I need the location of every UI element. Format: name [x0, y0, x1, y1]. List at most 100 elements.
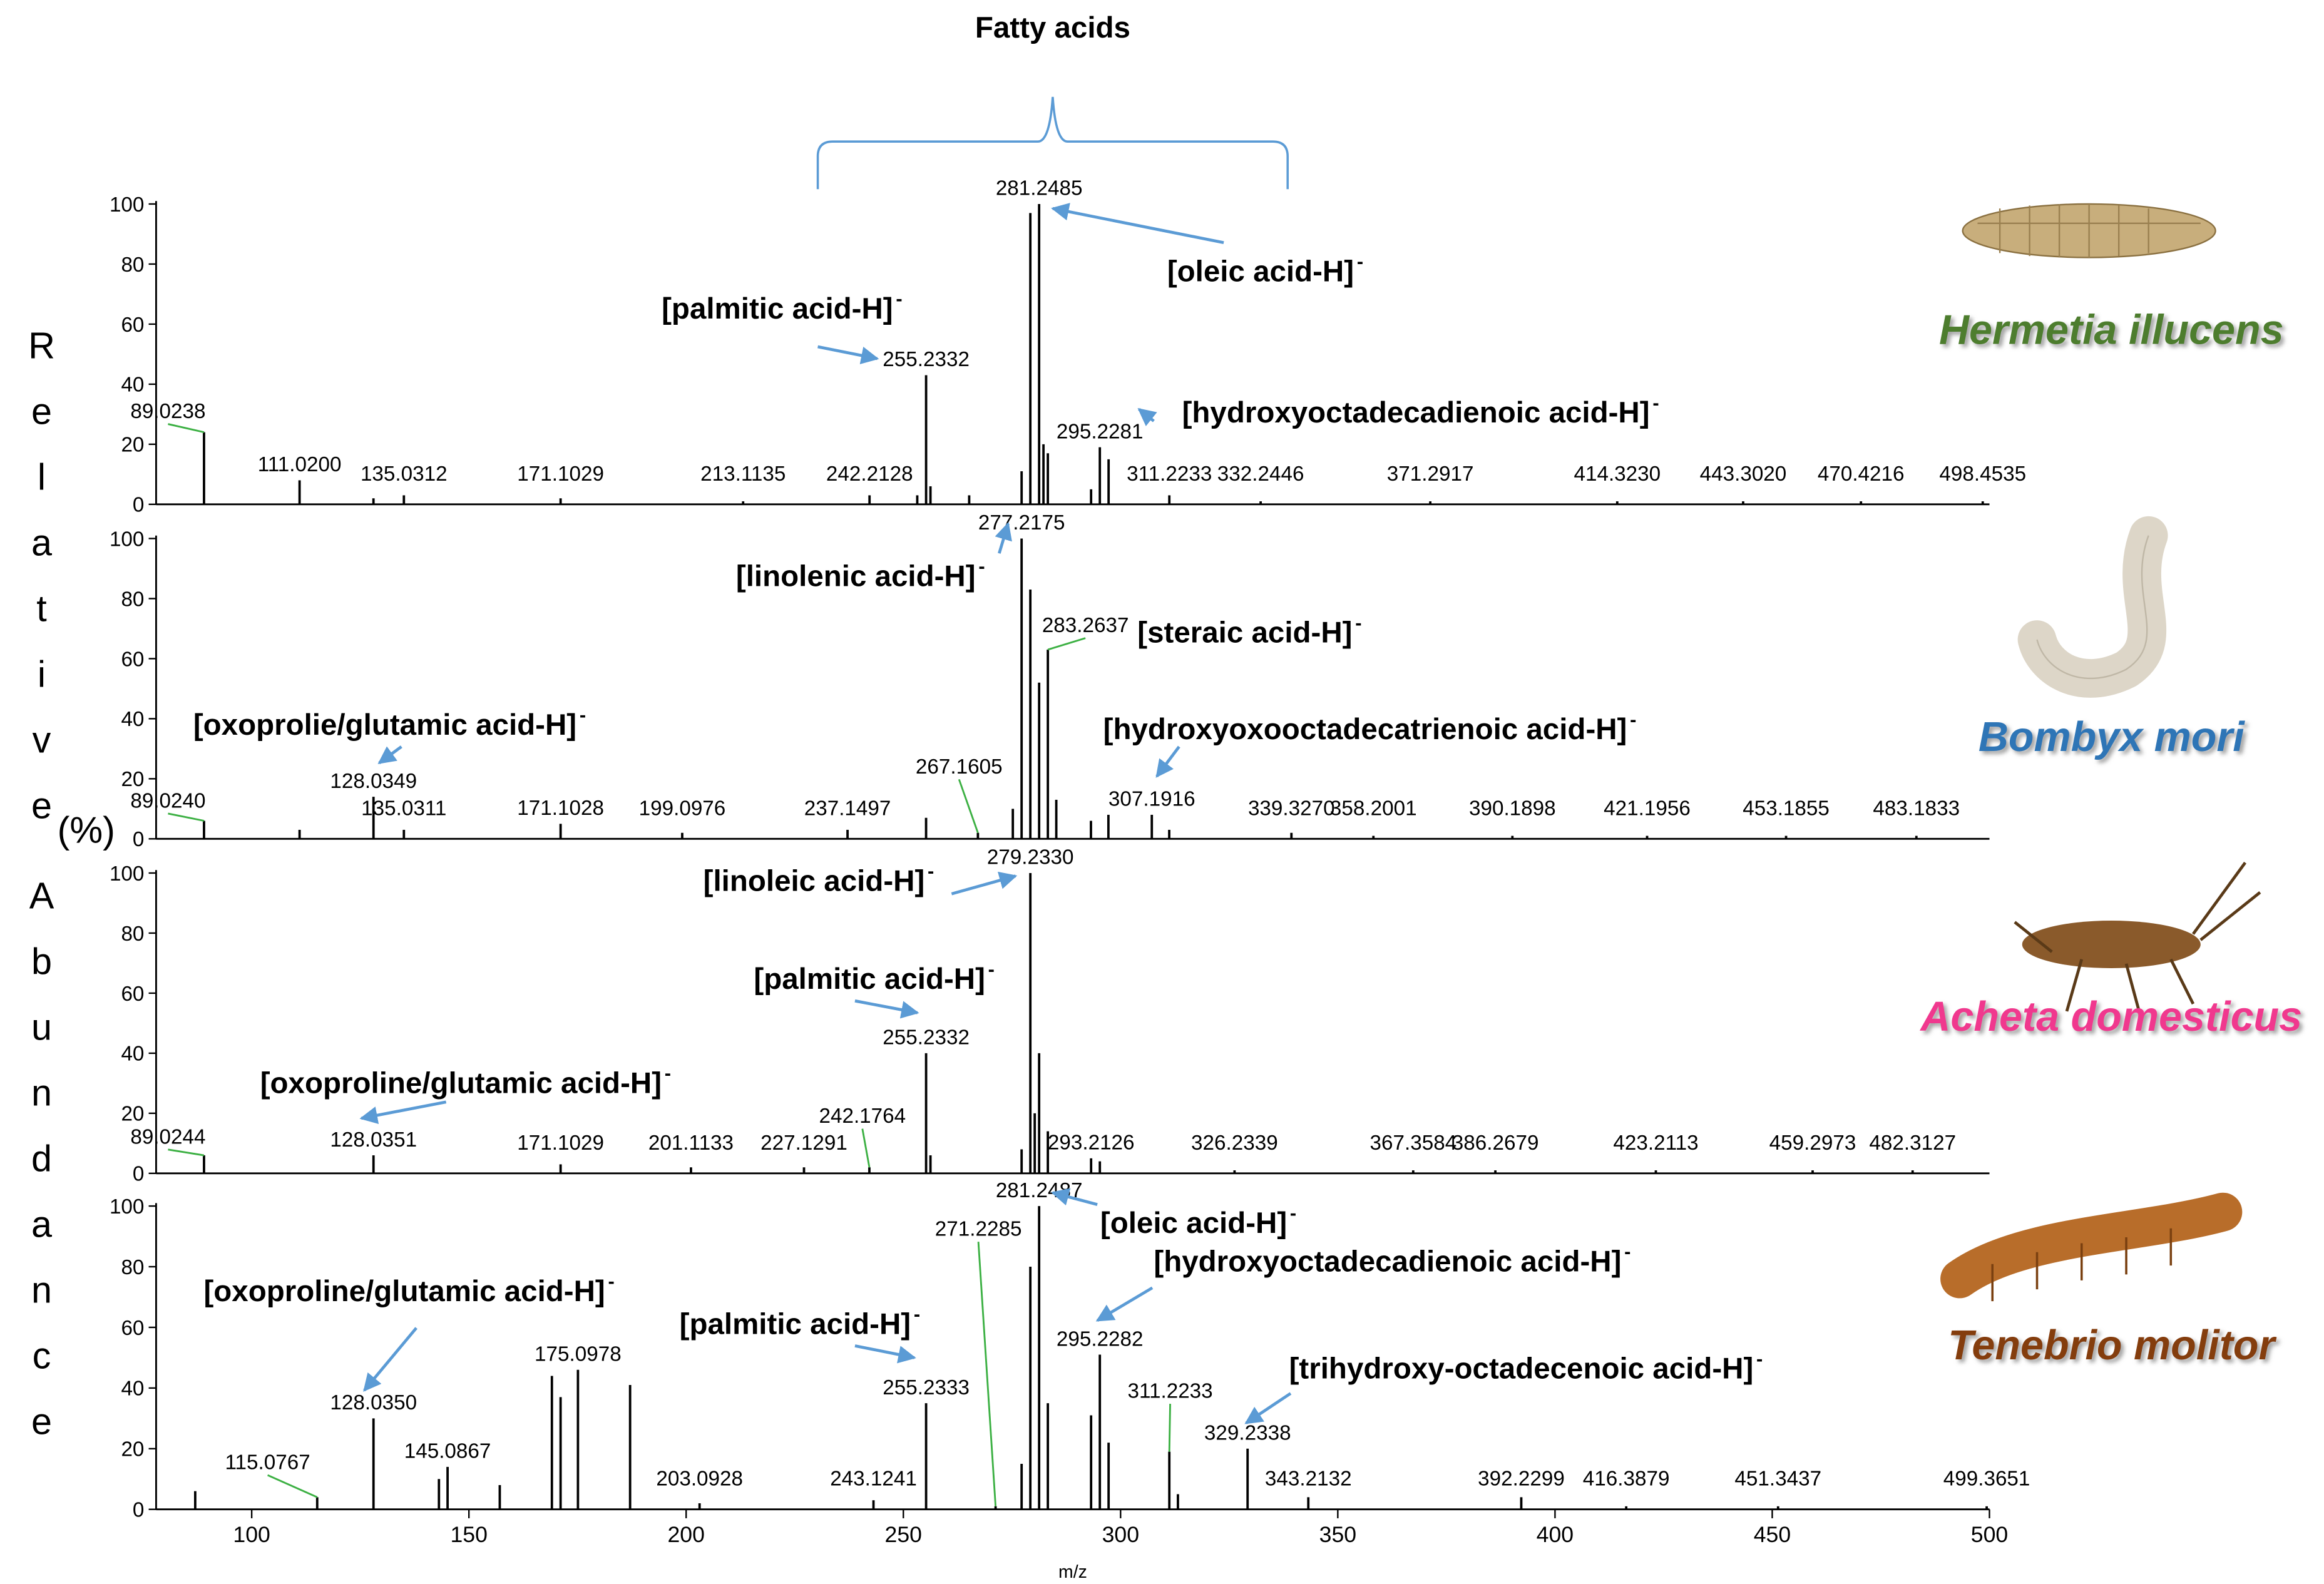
annotation: [oxoprolie/glutamic acid-H]: [193, 708, 576, 742]
species-name: Hermetia illucens: [1939, 307, 2284, 353]
y-tick-label: 60: [121, 314, 144, 337]
y-tick-label: 40: [121, 708, 144, 731]
annotation-arrow: [854, 1344, 916, 1364]
leader-line: [168, 1148, 205, 1157]
leader-line: [267, 1474, 318, 1498]
peak-label: 339.3270: [1248, 797, 1335, 820]
leader-line: [958, 779, 979, 834]
peak-label: 307.1916: [1108, 788, 1195, 811]
y-tick-label: 20: [121, 1438, 144, 1461]
peak-label: 371.2917: [1387, 462, 1474, 486]
annotation-charge: -: [928, 860, 934, 882]
peak-label: 482.3127: [1869, 1132, 1956, 1155]
peak-label: 237.1497: [804, 797, 891, 820]
peak-label: 311.2233: [1127, 462, 1212, 486]
annotation-charge: -: [988, 958, 995, 980]
annotation: [oleic acid-H]: [1100, 1207, 1287, 1240]
annotation-arrow: [995, 521, 1012, 554]
peak-label: 145.0867: [404, 1440, 491, 1463]
annotation-arrow: [854, 999, 919, 1019]
annotation-charge: -: [608, 1270, 614, 1292]
x-tick-label: 100: [233, 1522, 270, 1547]
peak-label: 470.4216: [1818, 462, 1905, 486]
peak-label: 498.4535: [1939, 462, 2026, 486]
annotation-arrow: [1095, 1286, 1154, 1322]
annotation: [linolenic acid-H]: [736, 560, 976, 593]
insect-tenebrio: [1940, 1192, 2243, 1302]
annotation-charge: -: [1357, 250, 1363, 272]
annotation-arrow: [817, 345, 879, 364]
y-axis-label: (%): [58, 809, 115, 851]
peak-label: 421.1956: [1604, 797, 1691, 820]
annotation: [palmitic acid-H]: [662, 292, 893, 325]
y-tick-label: 80: [121, 253, 144, 277]
annotation-charge: -: [914, 1303, 920, 1325]
peak-label: 201.1133: [648, 1132, 734, 1155]
insect-acheta: [2014, 861, 2261, 1019]
peak-label: 416.3879: [1583, 1468, 1670, 1491]
peak-label: 451.3437: [1734, 1468, 1821, 1491]
annotation-arrow: [951, 871, 1018, 896]
y-tick-label: 100: [110, 193, 144, 217]
annotation-arrow: [1137, 407, 1157, 426]
y-tick-label: 60: [121, 983, 144, 1006]
peak-label: 367.3584: [1370, 1132, 1457, 1155]
annotation: [palmitic acid-H]: [754, 963, 985, 996]
x-tick-label: 150: [450, 1522, 487, 1547]
leader-line: [168, 423, 205, 434]
y-tick-label: 80: [121, 922, 144, 946]
x-axis-label: m/z: [1058, 1562, 1087, 1582]
peak-label: 89.0244: [130, 1125, 205, 1148]
peak-label: 329.2338: [1204, 1422, 1291, 1445]
y-tick-label: 20: [121, 1103, 144, 1126]
y-tick-label: 40: [121, 1377, 144, 1401]
species-name: Acheta domesticus: [1919, 994, 2302, 1040]
figure-title: Fatty acids: [975, 11, 1130, 44]
peak-label: 295.2281: [1057, 420, 1144, 443]
peak-label: 89.0240: [130, 789, 205, 812]
annotation-charge: -: [978, 555, 985, 577]
peak-label: 311.2233: [1127, 1380, 1212, 1403]
leader-line: [168, 812, 205, 822]
peak-label: 242.1764: [819, 1105, 906, 1128]
y-tick-label: 0: [133, 494, 145, 517]
insect-hermetia: [1962, 203, 2216, 258]
y-tick-label: 100: [110, 1195, 144, 1219]
annotation: [hydroxyoxooctadecatrienoic acid-H]: [1103, 713, 1627, 746]
peak-label: 135.0312: [361, 462, 448, 486]
x-tick-label: 250: [885, 1522, 922, 1547]
annotation: [palmitic acid-H]: [680, 1307, 911, 1341]
peak-label: 293.2126: [1048, 1132, 1135, 1155]
peak-label: 358.2001: [1330, 797, 1417, 820]
peak-label: 267.1605: [916, 755, 1003, 779]
peak-label: 332.2446: [1217, 462, 1304, 486]
y-tick-label: 80: [121, 1256, 144, 1279]
annotation: [linoleic acid-H]: [704, 864, 925, 897]
peak-label: 443.3020: [1700, 462, 1787, 486]
peak-label: 243.1241: [830, 1468, 917, 1491]
annotation-charge: -: [1624, 1240, 1630, 1262]
peak-label: 277.2175: [978, 511, 1065, 534]
y-tick-label: 100: [110, 528, 144, 551]
peak-label: 283.2637: [1042, 614, 1129, 637]
annotation-arrow: [1155, 745, 1180, 778]
peak-label: 255.2333: [883, 1376, 970, 1399]
annotation-charge: -: [1652, 392, 1659, 414]
x-tick-label: 350: [1319, 1522, 1356, 1547]
peak-label: 171.1028: [517, 797, 604, 820]
annotation-arrow: [1051, 203, 1224, 245]
annotation: [hydroxyoctadecadienoic acid-H]: [1154, 1245, 1621, 1279]
annotation-arrow: [377, 745, 402, 765]
species-name: Bombyx mori: [1978, 714, 2245, 760]
y-axis-label: Abundance: [21, 874, 63, 1466]
annotation: [steraic acid-H]: [1137, 616, 1352, 650]
leader-line: [861, 1128, 871, 1168]
peak-label: 271.2285: [935, 1218, 1022, 1241]
peak-label: 175.0978: [535, 1343, 622, 1366]
y-tick-label: 0: [133, 1163, 145, 1186]
fatty-acid-brace: [816, 96, 1289, 190]
annotation-arrow: [363, 1327, 417, 1392]
annotation-charge: -: [1355, 611, 1361, 633]
peak-label: 135.0311: [361, 797, 446, 820]
